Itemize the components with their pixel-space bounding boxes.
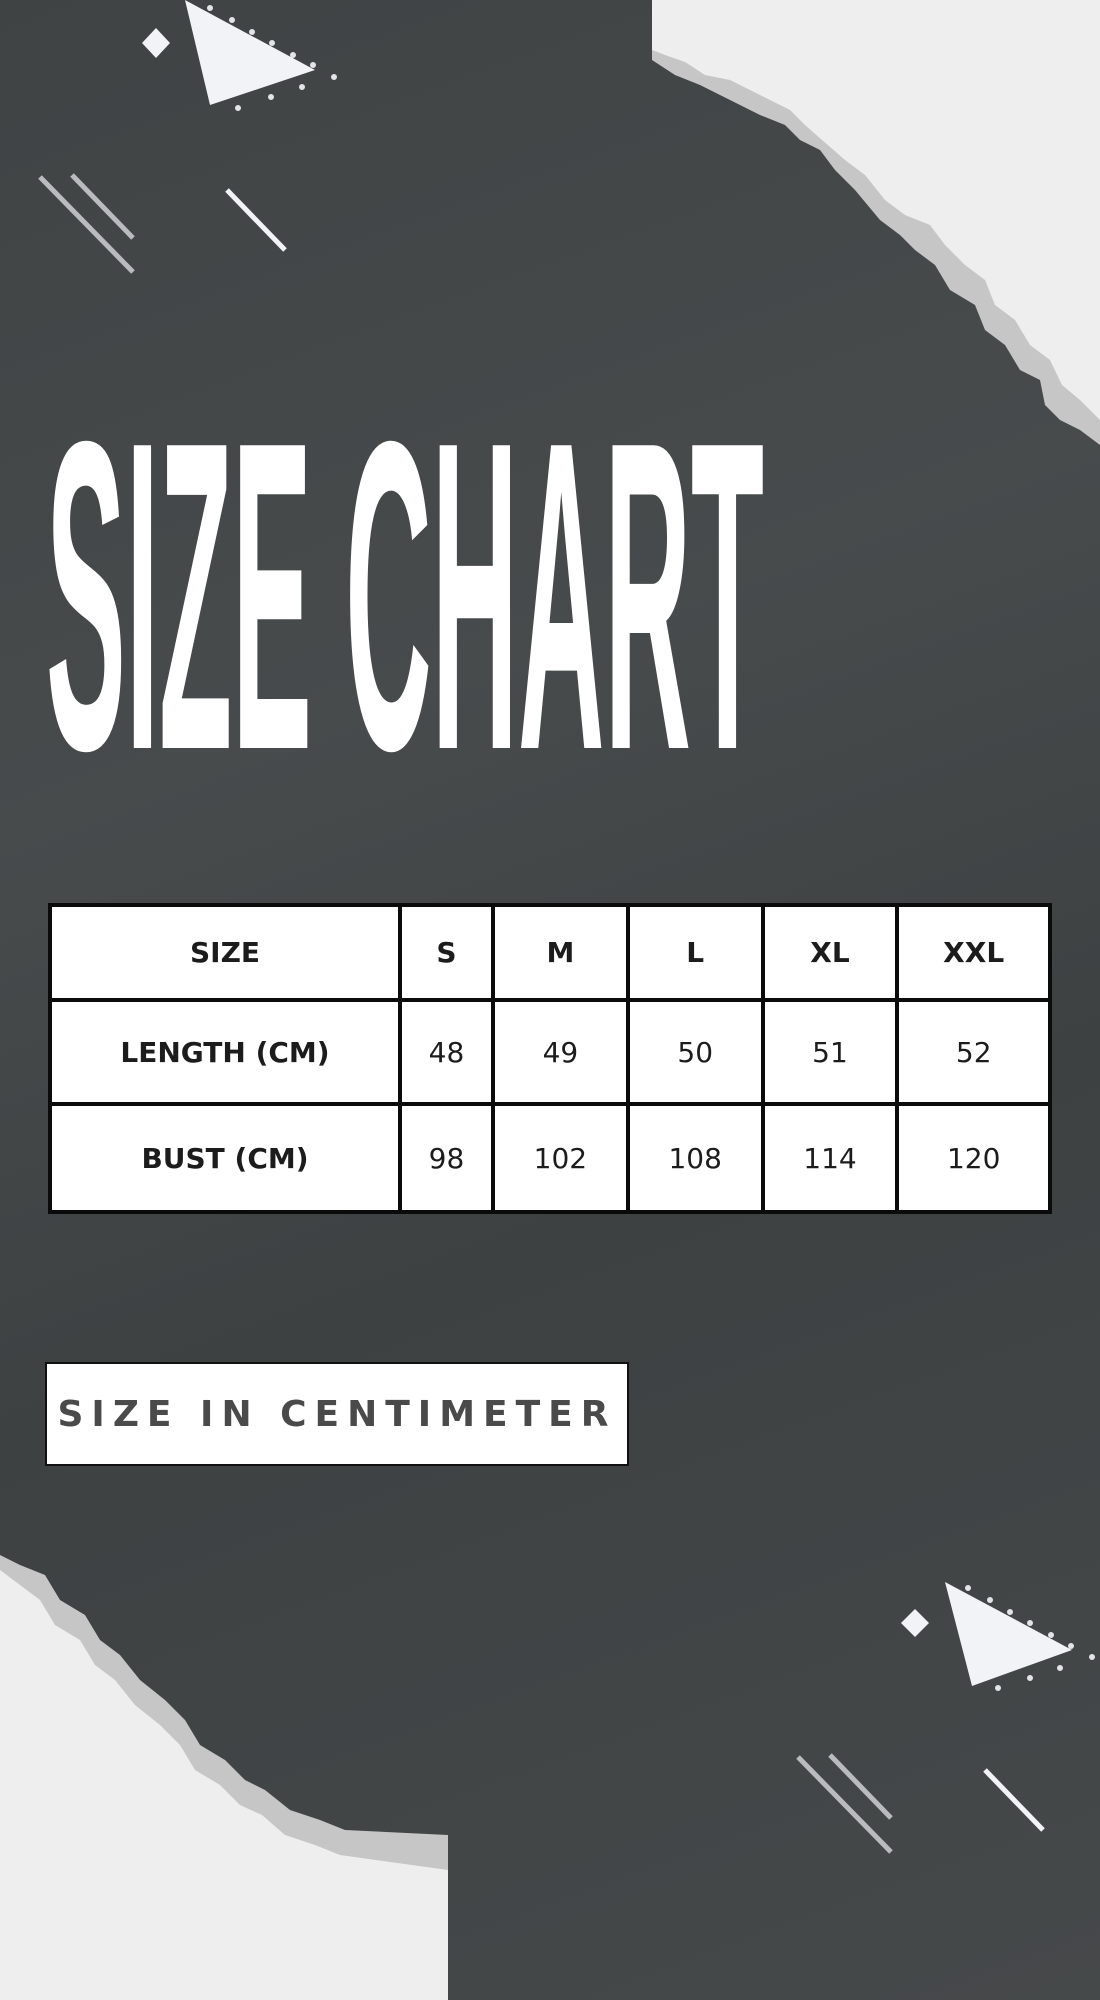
- table-cell: 51: [760, 998, 900, 1106]
- table-cell: 102: [491, 1102, 630, 1214]
- table-cell: 120: [895, 1102, 1052, 1214]
- row-label: BUST (CM): [48, 1102, 402, 1214]
- torn-paper-top: [652, 0, 1100, 420]
- header-cell: S: [398, 903, 495, 1002]
- header-cell: XXL: [895, 903, 1052, 1002]
- table-header-row: SIZE S M L XL XXL: [48, 903, 1052, 1002]
- table-cell: 114: [760, 1102, 900, 1214]
- table-cell: 50: [625, 998, 765, 1106]
- diamond-icon: [901, 1609, 929, 1637]
- table-cell: 52: [895, 998, 1052, 1106]
- torn-paper-bottom: [0, 1570, 448, 2000]
- header-cell: XL: [760, 903, 900, 1002]
- table-row: BUST (CM) 98 102 108 114 120: [48, 1102, 1052, 1214]
- row-label: LENGTH (CM): [48, 998, 402, 1106]
- triangle-icon: [185, 0, 315, 105]
- size-chart-table: SIZE S M L XL XXL LENGTH (CM) 48 49 50 5…: [48, 903, 1052, 1214]
- header-cell: L: [625, 903, 765, 1002]
- triangle-decoration-bottom: [796, 1582, 1095, 1854]
- diamond-icon: [142, 28, 170, 58]
- table-row: LENGTH (CM) 48 49 50 51 52: [48, 998, 1052, 1106]
- triangle-decoration-top: [38, 0, 337, 274]
- header-cell: M: [491, 903, 630, 1002]
- table-cell: 108: [625, 1102, 765, 1214]
- table-cell: 49: [491, 998, 630, 1106]
- svg-text:SIZE CHART: SIZE CHART: [46, 410, 764, 755]
- table-cell: 48: [398, 998, 495, 1106]
- header-cell: SIZE: [48, 903, 402, 1002]
- triangle-icon: [945, 1582, 1072, 1686]
- page-title: SIZE CHART: [46, 410, 764, 755]
- unit-note: SIZE IN CENTIMETER: [45, 1362, 629, 1466]
- unit-note-text: SIZE IN CENTIMETER: [57, 1393, 617, 1435]
- table-cell: 98: [398, 1102, 495, 1214]
